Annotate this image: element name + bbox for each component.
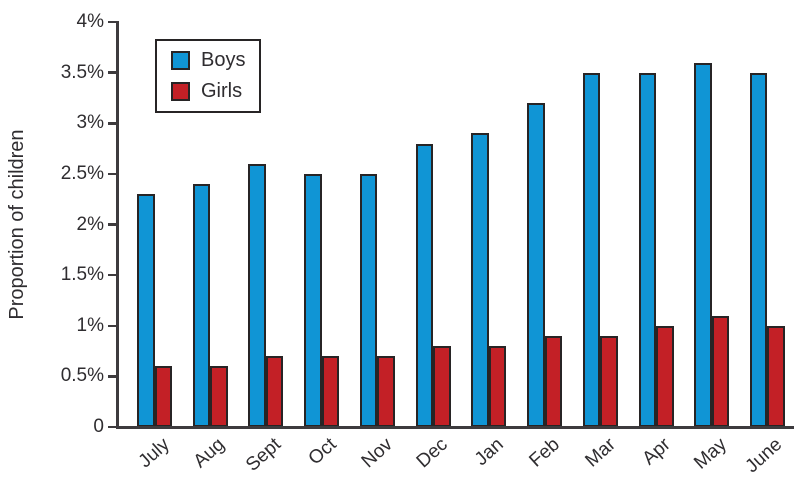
bar-boys-dec [415,143,434,427]
bar-girls-feb [544,335,563,427]
x-axis-tick-label-text: Dec [413,434,453,473]
bar-boys-may [694,62,712,427]
bar-girls-aug [210,366,228,427]
bar-boys-jan [471,133,489,427]
bar-girls-june [767,325,785,427]
bar-girls-mar [600,335,618,427]
legend-item-boys: Boys [171,50,245,71]
girls-swatch-icon [171,82,190,101]
bar-girls-jan [488,346,507,427]
y-axis-tick-label: 1% [76,314,104,336]
y-axis-tick-label: 2% [76,213,104,235]
bar-boys-sept [248,163,266,427]
x-axis-line [115,425,794,429]
bar-girls-nov [377,356,395,427]
y-axis-tick [107,223,116,226]
y-axis-tick [107,375,116,378]
y-axis-tick-label: 3.5% [60,61,104,83]
x-axis-tick-label-text: June [741,434,787,478]
bar-girls-sept [265,356,284,427]
y-axis-tick-label: 1.5% [60,264,104,286]
y-axis-tick [107,273,116,277]
bar-girls-apr [656,325,674,427]
y-axis-tick-label: 0.5% [60,365,104,387]
legend-item-girls: Girls [171,81,245,102]
y-axis-line [115,20,119,429]
x-axis-tick-label-text: Mar [580,434,620,472]
bar-boys-feb [527,103,545,427]
x-axis-tick-label-text: Sept [241,434,286,476]
y-axis-tick [107,425,116,429]
bar-boys-oct [304,173,322,427]
x-axis-tick-label-text: Nov [357,434,397,473]
y-axis-tick [107,324,116,327]
legend-label-boys: Boys [201,49,246,71]
x-axis-tick-label-text: Oct [304,434,341,470]
x-axis-tick-label-text: July [134,434,174,473]
bar-boys-mar [582,72,601,427]
x-axis-tick-label-text: Feb [525,434,564,472]
boys-swatch-icon [171,51,190,70]
bar-girls-oct [321,356,340,427]
bar-boys-nov [359,173,378,427]
y-axis-tick-label: 4% [76,11,104,32]
bar-boys-june [749,72,768,427]
legend: Boys Girls [155,39,262,113]
bar-girls-may [711,315,730,427]
y-axis-tick-label: 0 [93,416,104,437]
y-axis-tick-label: 2.5% [60,162,104,184]
bar-boys-aug [192,184,211,427]
bar-boys-july [137,194,155,427]
bar-boys-apr [638,72,657,427]
y-axis-tick [107,172,116,176]
y-axis-tick [107,122,116,125]
x-axis-tick-label-text: May [690,434,731,474]
bar-girls-july [154,366,172,427]
x-axis-tick-label-text: Aug [190,434,230,473]
y-axis-tick [107,71,116,74]
legend-label-girls: Girls [201,80,243,102]
bar-girls-dec [433,346,451,427]
y-axis-tick-label: 3% [76,112,104,134]
y-axis-tick [107,20,116,24]
x-axis-tick-label-text: Jan [471,434,508,471]
x-axis-tick-label-text: Apr [639,434,676,470]
